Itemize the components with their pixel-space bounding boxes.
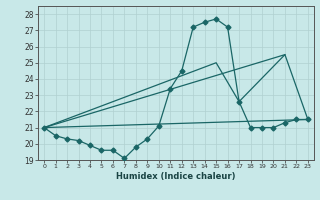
X-axis label: Humidex (Indice chaleur): Humidex (Indice chaleur) (116, 172, 236, 181)
